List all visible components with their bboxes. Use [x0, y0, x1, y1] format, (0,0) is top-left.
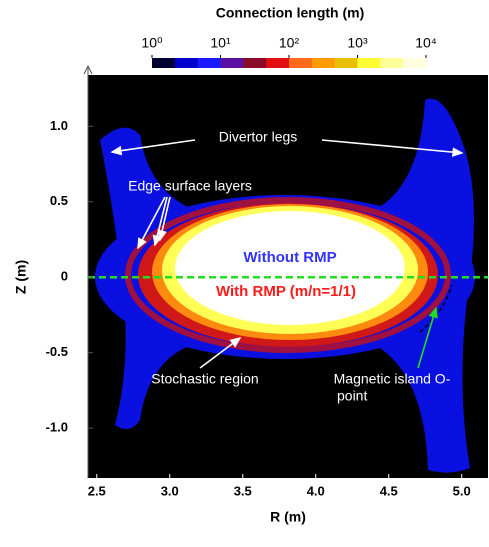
colorbar-tick-label: 10³ [347, 35, 368, 51]
colorbar-tick-label: 10⁰ [141, 35, 163, 51]
annotation: Divertor legs [219, 129, 298, 145]
y-axis-label: Z (m) [13, 260, 29, 294]
colorbar-tick-label: 10¹ [210, 35, 231, 51]
annotation-arrows [110, 139, 464, 369]
colorbar-swatch [380, 58, 404, 68]
x-tick-label: 3.5 [234, 483, 252, 498]
x-axis-label: R (m) [270, 509, 306, 525]
colorbar-swatch [357, 58, 381, 68]
x-tick-label: 4.5 [380, 483, 398, 498]
annotation: Without RMP [243, 249, 336, 266]
colorbar-title: Connection length (m) [216, 5, 365, 21]
x-tick-label: 5.0 [453, 483, 471, 498]
y-axis-arrow [83, 64, 93, 75]
colorbar-swatch [220, 58, 244, 68]
colorbar-swatch [197, 58, 221, 68]
annotation: Stochastic region [151, 371, 258, 387]
colorbar-tick-label: 10² [279, 35, 300, 51]
colorbar-swatch [174, 58, 199, 68]
y-tick-label: -0.5 [46, 344, 68, 359]
colorbar-swatch [266, 58, 290, 68]
plasma-map [88, 75, 488, 478]
x-tick-label: 2.5 [88, 483, 106, 498]
y-tick-label: 0.5 [50, 193, 68, 208]
colorbar-swatch [243, 58, 267, 68]
annotation: Magnetic island O- [334, 371, 451, 387]
annotation: With RMP (m/n=1/1) [216, 283, 356, 300]
colorbar-swatch [334, 58, 358, 68]
colorbar-swatch [403, 58, 427, 68]
y-tick-label: 0 [61, 269, 68, 284]
annotation: Edge surface layers [128, 178, 252, 194]
y-tick-label: 1.0 [50, 118, 68, 133]
x-tick-label: 4.0 [307, 483, 325, 498]
colorbar-tick-label: 10⁴ [415, 35, 437, 51]
y-tick-label: -1.0 [46, 420, 68, 435]
colorbar-swatch [152, 58, 176, 68]
annotation: point [337, 388, 367, 404]
colorbar-swatch [311, 58, 336, 68]
x-tick-label: 3.0 [161, 483, 179, 498]
colorbar-swatch [289, 58, 313, 68]
